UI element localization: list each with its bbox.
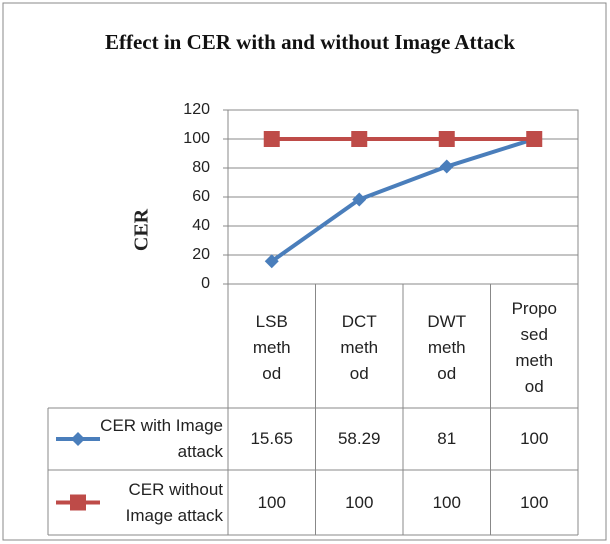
y-tick-label: 100 bbox=[183, 130, 210, 147]
y-tick-label: 40 bbox=[192, 217, 210, 234]
marker bbox=[264, 254, 279, 269]
table-value: 100 bbox=[520, 492, 549, 512]
marker bbox=[263, 131, 280, 147]
table-value: 100 bbox=[345, 492, 374, 512]
chart-title: Effect in CER with and without Image Att… bbox=[104, 30, 516, 54]
x-tick-label: Proposed method bbox=[491, 290, 579, 406]
series-line bbox=[270, 137, 535, 263]
legend-key-marker bbox=[70, 494, 86, 511]
x-tick-label-text: LSB method bbox=[252, 312, 291, 383]
x-tick-label: DCT method bbox=[316, 290, 404, 406]
marker bbox=[526, 131, 543, 147]
y-tick-label: 20 bbox=[192, 246, 210, 263]
y-tick-label: 0 bbox=[201, 275, 210, 292]
marker bbox=[438, 131, 455, 147]
x-tick-label: LSB method bbox=[228, 290, 316, 406]
legend-entry: CER with Image attack bbox=[100, 416, 223, 461]
legend-key-marker bbox=[71, 432, 85, 446]
table-value: 81 bbox=[437, 429, 457, 448]
x-tick-label: DWT method bbox=[403, 290, 491, 406]
x-tick-label-text: Proposed method bbox=[511, 299, 557, 396]
y-tick-label: 120 bbox=[183, 101, 210, 118]
legend-entry: CER without Image attack bbox=[125, 479, 223, 525]
table-value: 100 bbox=[520, 429, 549, 448]
y-axis-label: CER bbox=[131, 208, 153, 251]
table-value: 100 bbox=[432, 492, 461, 512]
y-tick-label: 60 bbox=[192, 188, 210, 205]
marker bbox=[351, 131, 368, 147]
x-tick-label-text: DCT method bbox=[340, 312, 379, 383]
marker bbox=[439, 159, 454, 174]
x-tick-label-text: DWT method bbox=[427, 312, 467, 383]
table-value: 58.29 bbox=[337, 429, 381, 448]
marker bbox=[352, 192, 367, 207]
table-value: 15.65 bbox=[250, 429, 294, 448]
table-value: 100 bbox=[257, 492, 286, 512]
y-tick-label: 80 bbox=[192, 159, 210, 176]
